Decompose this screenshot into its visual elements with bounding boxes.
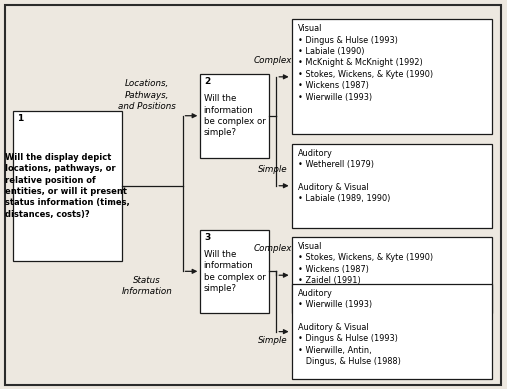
Text: Complex: Complex xyxy=(254,56,292,65)
Text: Auditory
• Wierwille (1993)

Auditory & Visual
• Dingus & Hulse (1993)
• Wierwil: Auditory • Wierwille (1993) Auditory & V… xyxy=(298,289,401,366)
FancyBboxPatch shape xyxy=(200,74,269,158)
Text: Locations,
Pathways,
and Positions: Locations, Pathways, and Positions xyxy=(118,79,176,111)
Text: Will the
information
be complex or
simple?: Will the information be complex or simpl… xyxy=(204,250,265,293)
Text: 2: 2 xyxy=(204,77,210,86)
Text: Auditory
• Wetherell (1979)

Auditory & Visual
• Labiale (1989, 1990): Auditory • Wetherell (1979) Auditory & V… xyxy=(298,149,390,203)
Text: Visual
• Dingus & Hulse (1993)
• Labiale (1990)
• McKnight & McKnight (1992)
• S: Visual • Dingus & Hulse (1993) • Labiale… xyxy=(298,24,433,102)
Text: Will the display depict
locations, pathways, or
relative position of
entities, o: Will the display depict locations, pathw… xyxy=(5,152,130,219)
FancyBboxPatch shape xyxy=(292,284,492,379)
Text: Will the
information
be complex or
simple?: Will the information be complex or simpl… xyxy=(204,94,265,137)
FancyBboxPatch shape xyxy=(200,230,269,313)
Text: Simple: Simple xyxy=(258,336,287,345)
Text: Visual
• Stokes, Wickens, & Kyte (1990)
• Wickens (1987)
• Zaidel (1991): Visual • Stokes, Wickens, & Kyte (1990) … xyxy=(298,242,433,285)
FancyBboxPatch shape xyxy=(13,111,122,261)
Text: 3: 3 xyxy=(204,233,210,242)
Text: Complex: Complex xyxy=(254,244,292,254)
Text: Simple: Simple xyxy=(258,165,287,174)
FancyBboxPatch shape xyxy=(292,144,492,228)
FancyBboxPatch shape xyxy=(5,5,501,385)
Text: Status
Information: Status Information xyxy=(122,276,172,296)
FancyBboxPatch shape xyxy=(292,19,492,134)
Text: 1: 1 xyxy=(17,114,23,123)
FancyBboxPatch shape xyxy=(292,237,492,313)
